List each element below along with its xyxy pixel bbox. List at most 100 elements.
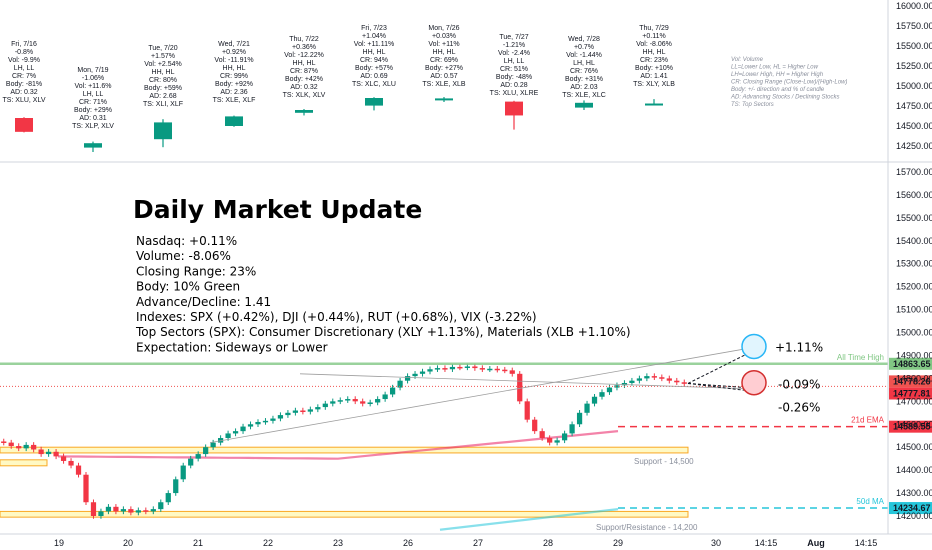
daily-summary-line: LH, LL: [14, 65, 35, 72]
intraday-body: [502, 369, 508, 372]
levels: 14863.65 All Time High 14778.26 14777.81 145…: [0, 353, 932, 515]
intraday-body: [345, 399, 351, 401]
intraday-body: [255, 421, 261, 425]
daily-summary-line: +0.7%: [574, 44, 594, 51]
intraday-body: [203, 447, 209, 455]
intraday-body: [270, 418, 276, 421]
daily-summary-line: Wed, 7/21: [218, 41, 250, 48]
daily-summary-line: TS: XLE, XLB: [422, 81, 466, 88]
price-label-box: [889, 375, 932, 388]
level-label: 50d MA: [856, 497, 884, 506]
intraday-body: [681, 382, 687, 384]
price-label: 14234.67: [893, 503, 931, 513]
daily-summary-line: CR: 99%: [220, 73, 248, 80]
level-label: 21d EMA: [851, 416, 885, 425]
summary-line: Top Sectors (SPX): Consumer Discretionar…: [135, 325, 631, 339]
daily-summary-line: Vol: -9.9%: [8, 57, 40, 64]
trend-line: [299, 373, 749, 390]
daily-summary-line: Body: +57%: [355, 65, 393, 72]
x-tick-label: 20: [123, 538, 133, 548]
daily-summary-line: AD: 0.32: [290, 84, 317, 91]
daily-summary-line: -1.21%: [503, 42, 525, 49]
legend-line: Body: +/- direction and % of candle: [731, 87, 825, 93]
lower-tick-label: 14900.00: [896, 350, 932, 360]
intraday-body: [195, 454, 201, 459]
daily-summary-line: TS: XLU, XLV: [2, 97, 45, 104]
projection-targets: +1.11% -0.09% -0.26%: [209, 333, 823, 444]
daily-summary-line: +0.11%: [642, 33, 665, 40]
x-tick-label: 19: [54, 538, 64, 548]
daily-summary-line: HH, HL: [643, 49, 666, 56]
intraday-body: [83, 474, 89, 503]
daily-summary-line: Mon, 7/26: [428, 25, 459, 32]
daily-summary-line: CR: 80%: [149, 77, 177, 84]
intraday-body: [442, 368, 448, 370]
intraday-body: [98, 511, 104, 516]
intraday-body: [113, 506, 119, 512]
intraday-body: [479, 368, 485, 370]
daily-candle-body: [295, 110, 313, 113]
daily-summary-line: LH, LL: [83, 91, 104, 98]
lower-tick-label: 14400.00: [896, 465, 932, 475]
intraday-body: [382, 394, 388, 400]
daily-candle-body: [84, 143, 102, 148]
support-zones: Support - 14,500 Support/Resistance - 14,…: [0, 446, 698, 532]
intraday-body: [561, 433, 568, 441]
lower-tick-label: 15300.00: [896, 259, 932, 269]
legend-line: CR: Closing Range (Close-Low)/(High-Low): [731, 80, 847, 86]
intraday-body: [60, 456, 67, 461]
daily-summary-line: CR: 94%: [360, 57, 388, 64]
intraday-body: [120, 509, 127, 512]
lower-tick-label: 14700.00: [896, 396, 932, 406]
intraday-body: [644, 376, 650, 379]
lower-tick-label: 14500.00: [896, 442, 932, 452]
daily-candle-body: [15, 118, 33, 132]
daily-summary-line: LH, HL: [573, 60, 595, 67]
intraday-body: [412, 373, 418, 377]
daily-summary-line: AD: 1.41: [640, 73, 667, 80]
daily-summary-line: TS: XLY, XLB: [633, 81, 675, 88]
intraday-body: [8, 442, 14, 447]
intraday-body: [494, 368, 500, 371]
intraday-body: [158, 502, 164, 510]
summary-line: Nasdaq: +0.11%: [136, 234, 237, 248]
daily-summary-line: AD: 0.31: [79, 115, 106, 122]
daily-summary-line: TS: XLE, XLC: [562, 92, 606, 99]
intraday-body: [240, 426, 246, 432]
intraday-body: [105, 506, 112, 512]
daily-summary-line: Vol: +11.11%: [354, 41, 394, 48]
x-tick-label: 26: [403, 538, 413, 548]
daily-candle-body: [645, 103, 663, 106]
daily-summary-line: TS: XLI, XLF: [143, 101, 183, 108]
zone-label: Support - 14,500: [634, 457, 694, 466]
daily-summary-line: Thu, 7/29: [639, 25, 669, 32]
daily-summary-line: Thu, 7/22: [289, 36, 319, 43]
daily-summary-line: Vol: +2.54%: [144, 61, 182, 68]
intraday-body: [360, 401, 366, 404]
intraday-body: [277, 415, 284, 419]
daily-summary-line: +1.57%: [151, 53, 175, 60]
lower-tick-label: 14200.00: [896, 511, 932, 521]
level-label: All Time High: [837, 353, 884, 362]
intraday-body: [532, 419, 538, 432]
daily-summary-line: CR: 7%: [12, 73, 36, 80]
intraday-body: [210, 442, 216, 448]
summary-line: Expectation: Sideways or Lower: [136, 340, 328, 354]
intraday-body: [173, 479, 179, 494]
price-label-box: [889, 420, 932, 433]
intraday-body: [434, 368, 441, 370]
intraday-body: [457, 366, 463, 369]
upper-tick-label: 14500.00: [896, 121, 932, 131]
intraday-body: [487, 368, 493, 371]
daily-summary-line: -1.06%: [82, 75, 104, 82]
daily-summary-line: AD: 0.32: [10, 89, 37, 96]
target-label: -0.26%: [778, 401, 820, 415]
daily-summary-line: Body: +92%: [215, 81, 253, 88]
intraday-body: [300, 410, 306, 413]
x-tick-label: 14:15: [755, 538, 778, 548]
intraday-body: [636, 378, 643, 381]
upper-tick-label: 14250.00: [896, 141, 932, 151]
intraday-body: [165, 493, 171, 503]
legend-line: TS: Top Sectors: [731, 102, 774, 108]
daily-summary-line: Vol: -12.22%: [284, 52, 324, 59]
